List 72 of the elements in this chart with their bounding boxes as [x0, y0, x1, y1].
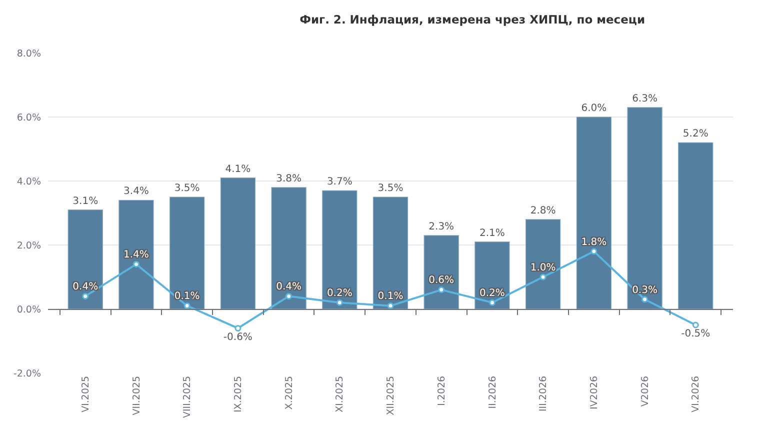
point — [488, 299, 496, 306]
data-label: 0.6% — [428, 275, 454, 286]
point — [590, 248, 598, 255]
point — [540, 274, 546, 280]
data-label: 6.0% — [581, 103, 607, 114]
point — [642, 296, 648, 303]
data-label: -0.5% — [681, 328, 710, 340]
data-label: 0.1% — [174, 291, 200, 302]
data-label: 3.8% — [276, 173, 302, 184]
bar — [678, 142, 714, 310]
data-label: 3.7% — [326, 176, 352, 188]
data-label: -0.6% — [223, 332, 252, 343]
x-tick-label: VII.2025 — [131, 376, 142, 416]
point — [438, 286, 445, 294]
y-tick-label: 4.0% — [16, 176, 41, 188]
data-label: 6.3% — [632, 93, 658, 104]
data-label: 2.1% — [480, 228, 505, 239]
x-tick-label: XI.2025 — [334, 376, 346, 412]
y-tick-label: -2.0% — [13, 368, 41, 380]
data-label: 2.8% — [530, 205, 556, 216]
data-label: 3.1% — [72, 196, 98, 207]
bar — [424, 235, 459, 310]
point — [286, 292, 292, 300]
chart-title: Фиг. 2. Инфлация, измерена чрез ХИПЦ, по месеци — [300, 12, 646, 26]
data-label: 0.4% — [276, 282, 302, 293]
bar — [576, 116, 612, 310]
bar — [525, 219, 561, 310]
x-tick-label: X.2025 — [284, 376, 295, 410]
point — [336, 299, 343, 306]
bar — [220, 178, 256, 310]
data-label: 0.1% — [378, 291, 404, 302]
x-tick-label: VIII.2025 — [182, 376, 194, 418]
y-tick-label: 0.0% — [16, 304, 41, 316]
x-tick-label: II.2026 — [487, 376, 498, 409]
x-tick-label: XII.2025 — [386, 376, 397, 416]
data-label: 5.2% — [682, 128, 708, 140]
data-label: 3.5% — [378, 183, 404, 194]
point — [234, 324, 242, 332]
bar — [627, 107, 662, 310]
bar — [68, 210, 103, 310]
data-label: 0.2% — [326, 288, 352, 299]
y-tick-label: 8.0% — [16, 48, 41, 60]
data-label: 0.2% — [480, 288, 505, 299]
x-tick-label: V2026 — [640, 376, 651, 407]
y-tick-label: 2.0% — [16, 240, 41, 252]
bar — [474, 242, 510, 310]
data-label: 1.4% — [124, 250, 149, 261]
data-label: 0.3% — [632, 284, 658, 296]
point — [387, 302, 394, 310]
bar — [271, 187, 306, 310]
point — [692, 322, 699, 328]
x-tick-label: VI.2026 — [690, 376, 702, 412]
bar — [169, 196, 205, 310]
x-tick-label: I.2026 — [436, 376, 448, 406]
point — [132, 260, 140, 268]
x-tick-label: VI.2025 — [80, 376, 92, 412]
data-label: 1.0% — [530, 262, 556, 274]
point — [184, 302, 190, 310]
bar — [322, 190, 358, 310]
bar — [118, 200, 154, 310]
data-label: 3.5% — [174, 183, 200, 194]
y-tick-label: 6.0% — [16, 112, 41, 124]
x-tick-label: III.2026 — [538, 376, 550, 412]
point — [82, 292, 89, 300]
data-label: 3.4% — [124, 186, 149, 198]
data-label: 4.1% — [225, 164, 251, 175]
data-label: 1.8% — [581, 236, 607, 248]
bar — [372, 196, 408, 310]
x-tick-label: IX.2025 — [233, 376, 244, 412]
data-label: 0.4% — [72, 282, 98, 293]
data-label: 2.3% — [428, 221, 454, 232]
x-tick-label: IV2026 — [589, 376, 600, 410]
